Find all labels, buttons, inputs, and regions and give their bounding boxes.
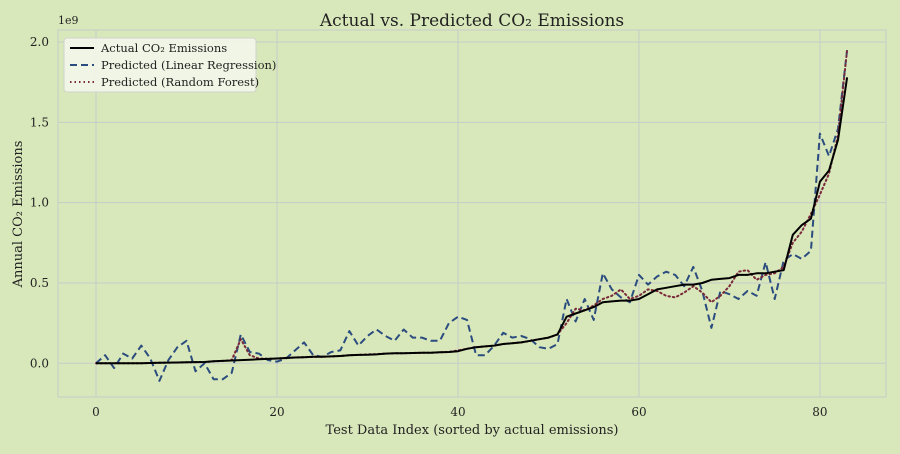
legend-label-forest: Predicted (Random Forest) xyxy=(101,75,259,89)
y-axis-label: Annual CO₂ Emissions xyxy=(11,141,26,289)
x-tick-label: 20 xyxy=(269,405,284,419)
plot-frame xyxy=(57,29,887,398)
x-axis-label: Test Data Index (sorted by actual emissi… xyxy=(326,423,619,438)
legend-label-linear: Predicted (Linear Regression) xyxy=(101,58,276,72)
series-line-random-forest xyxy=(95,49,849,365)
series-line-linear-regression xyxy=(95,49,849,382)
chart-title: Actual vs. Predicted CO₂ Emissions xyxy=(319,11,624,31)
series-line-actual xyxy=(96,77,849,365)
x-tick-label: 0 xyxy=(92,405,100,419)
y-tick-label: 0.0 xyxy=(30,356,49,370)
y-tick-label: 0.5 xyxy=(30,276,49,290)
y-offset-label: 1e9 xyxy=(58,14,79,27)
y-tick-label: 1.0 xyxy=(30,196,49,210)
legend: Actual CO₂ Emissions Predicted (Linear R… xyxy=(63,37,276,93)
x-tick-label: 40 xyxy=(450,405,465,419)
y-tick-label: 2.0 xyxy=(30,35,49,49)
series-lines xyxy=(95,49,849,382)
x-tick-label: 60 xyxy=(631,405,646,419)
tick-labels: 0 20 40 60 80 0.0 0.5 1.0 1.5 2.0 xyxy=(30,35,828,419)
legend-label-actual: Actual CO₂ Emissions xyxy=(100,41,227,55)
legend-box xyxy=(63,37,257,93)
x-tick-label: 80 xyxy=(812,405,827,419)
y-tick-label: 1.5 xyxy=(30,115,49,129)
grid xyxy=(58,30,886,397)
